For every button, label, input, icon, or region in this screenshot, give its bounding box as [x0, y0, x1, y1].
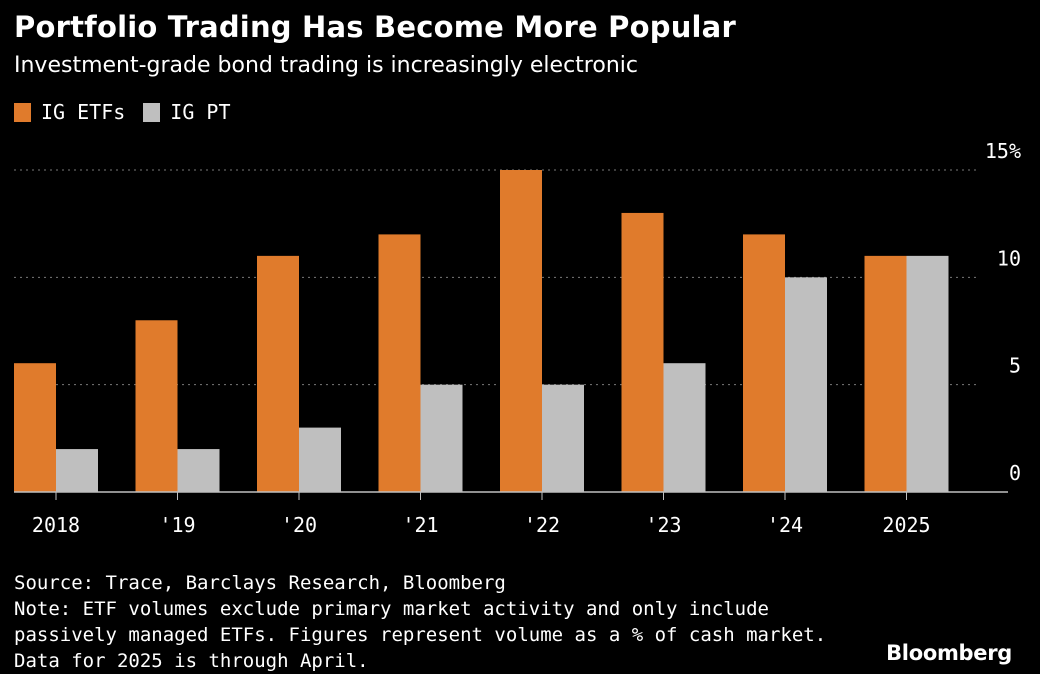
x-tick-label: 2025: [882, 513, 930, 537]
bar-ig-etfs: [621, 212, 664, 492]
y-tick-label: 0: [1009, 461, 1021, 485]
legend-swatch-ig-pt: [143, 102, 161, 122]
bar-ig-pt: [56, 449, 98, 492]
legend-label-ig-pt: IG PT: [170, 100, 231, 124]
x-tick-label: '21: [402, 513, 438, 537]
legend-item-ig-pt: IG PT: [143, 100, 231, 124]
legend-label-ig-etfs: IG ETFs: [41, 100, 126, 124]
note-line-2: passively managed ETFs. Figures represen…: [14, 624, 827, 646]
bar-ig-pt: [663, 363, 706, 492]
y-tick-label: 10: [997, 246, 1021, 270]
chart-legend: IG ETFs IG PT: [14, 100, 249, 124]
bar-ig-etfs: [743, 234, 785, 492]
x-tick-label: '24: [767, 513, 803, 537]
bar-ig-etfs: [135, 320, 178, 492]
bar-ig-pt: [906, 255, 949, 492]
bar-ig-pt: [420, 384, 463, 492]
bar-ig-etfs: [378, 234, 421, 492]
x-tick-label: '19: [159, 513, 195, 537]
note-line-3: Data for 2025 is through April.: [14, 650, 369, 672]
bar-ig-etfs: [864, 255, 907, 492]
y-tick-label: 5: [1009, 354, 1021, 378]
chart-title: Portfolio Trading Has Become More Popula…: [14, 10, 736, 44]
bloomberg-logo: Bloomberg: [886, 641, 1012, 665]
bar-ig-etfs: [14, 363, 56, 492]
x-tick-label: 2018: [32, 513, 80, 537]
chart-subtitle: Investment-grade bond trading is increas…: [14, 53, 638, 78]
bar-ig-pt: [785, 277, 827, 492]
bar-ig-pt: [542, 384, 584, 492]
x-tick-label: '23: [645, 513, 681, 537]
source-note: Source: Trace, Barclays Research, Bloomb…: [14, 572, 506, 594]
legend-item-ig-etfs: IG ETFs: [14, 100, 125, 124]
bar-ig-etfs: [257, 255, 299, 492]
x-tick-label: '22: [524, 513, 560, 537]
x-tick-label: '20: [281, 513, 317, 537]
note-line-1: Note: ETF volumes exclude primary market…: [14, 598, 769, 620]
bar-ig-pt: [177, 449, 220, 492]
chart-footer: Source: Trace, Barclays Research, Bloomb…: [14, 570, 826, 674]
bar-ig-etfs: [500, 170, 542, 492]
y-tick-label: 15%: [985, 139, 1021, 163]
legend-swatch-ig-etfs: [14, 102, 31, 122]
bar-ig-pt: [299, 427, 341, 492]
